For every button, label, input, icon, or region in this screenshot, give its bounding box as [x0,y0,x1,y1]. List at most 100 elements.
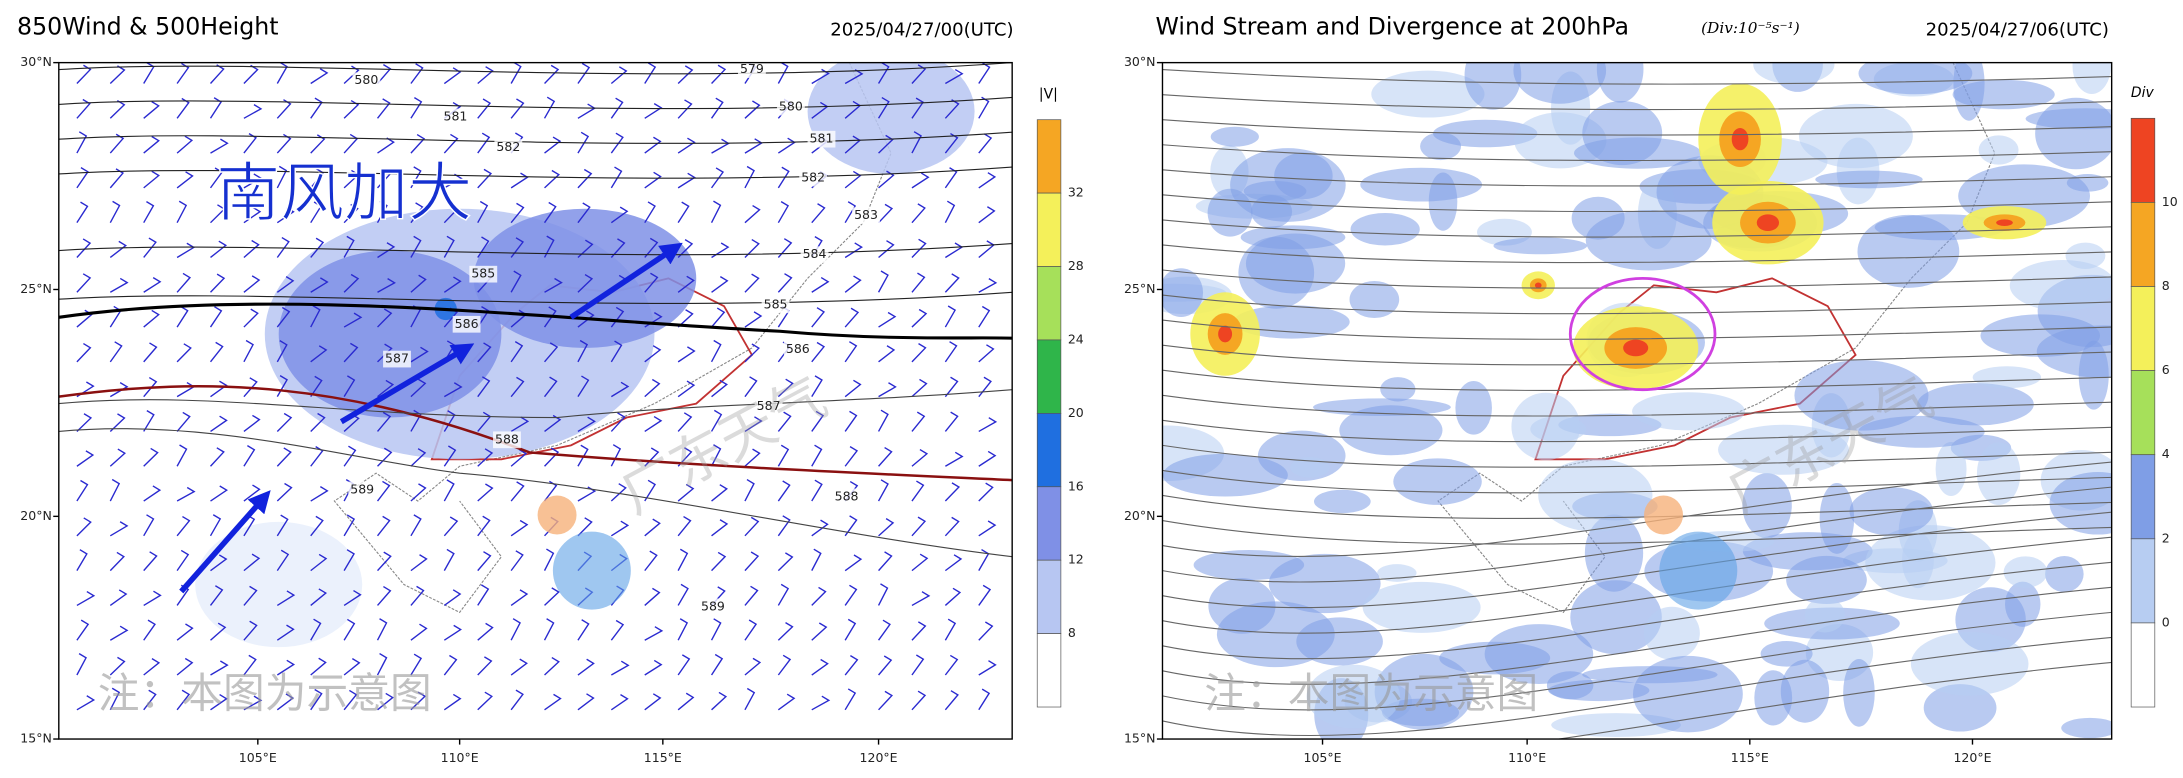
streamline [1162,169,2112,187]
contour-label-bg [776,98,805,116]
colorbar-tick-label: 20 [1068,405,1084,420]
wind-barb [610,238,626,258]
wind-barb [944,376,959,398]
wind-barb [978,450,997,467]
wind-barb [176,689,191,711]
wind-barb [777,238,793,258]
wind-barb [978,305,991,328]
wind-barb [610,694,629,711]
wind-barb [711,307,726,328]
wind-barb [410,133,426,154]
contour-label: 588 [835,488,859,503]
divergence-shade [1439,641,1551,675]
wind-barb [310,345,328,363]
wind-barb [310,412,326,432]
logo-sun [1644,495,1684,535]
wind-barb [410,97,423,119]
wind-barb [176,200,188,224]
wind-barb [544,447,560,467]
wind-barb [410,585,425,606]
wind-barb [978,584,992,606]
wind-barb [978,482,994,502]
divergence-shade [1786,555,1867,604]
wind-barb [143,551,158,572]
divergence-shade [1464,62,1522,110]
map-frame [58,61,1013,740]
wind-barb [376,652,388,676]
streamline [1162,511,2112,609]
wind-barb [443,382,463,398]
wind-barb [143,62,155,84]
colorbar-swatch [1036,266,1062,341]
wind-barb [276,624,295,641]
wind-barb [343,133,359,154]
divergence-shade [1858,62,1973,95]
wind-barb [877,270,889,293]
wind-barb [677,483,695,502]
colorbar-tick-label: 12 [1068,552,1084,567]
wind-barb [176,381,196,398]
wind-barb [343,312,363,328]
wind-barb [711,242,730,259]
wind-barb [644,415,663,433]
wind-barb [610,206,629,224]
wind-barb [978,660,997,676]
wind-barb [477,66,494,85]
divergence-shade [1218,325,1233,343]
colorbar-swatch [1036,339,1062,414]
wind-barb [410,409,422,432]
wind-barb [544,414,562,433]
wind-barb [811,276,830,293]
wind-barb [677,65,694,85]
wind-barb [878,518,895,537]
wind-barb [877,409,889,432]
streamline [1162,144,2112,162]
wind-barb [209,341,224,363]
wind-barb [844,341,858,363]
wind-barb [944,411,959,432]
note: 注：本图为示意图 [1204,668,1538,717]
wind-barb [644,201,656,224]
colorbar-swatch [1036,633,1062,708]
wind-speed-shade [278,250,502,418]
wind-barb [677,515,692,537]
contour-label-bg [493,431,521,449]
contour-label: 581 [810,131,834,146]
wind-barb [510,481,525,502]
wind-barb [276,659,296,676]
wind-barb [811,519,829,537]
wind-barb [377,692,394,711]
wind-barb [577,416,596,433]
wind-barb [978,62,991,84]
wind-barb [711,551,727,572]
wind-barb [577,131,590,154]
wind-barb [343,514,356,537]
wind-barb [410,202,424,224]
wind-barb [644,550,658,572]
wind-barb [577,517,593,537]
wind-barb [677,346,696,363]
wind-barb [209,514,222,537]
divergence-shade [1296,617,1383,666]
colorbar-swatch [1036,119,1062,194]
wind-barb [944,167,958,189]
wind-barb [610,660,630,676]
colorbar-tick-label: 16 [1068,478,1084,493]
wind-barb [944,341,958,363]
wind-barb [243,377,258,398]
divergence-shade [1794,360,1929,431]
streamline [1162,319,2112,340]
colorbar-tick-label: 28 [1068,258,1084,273]
wind-barb [209,585,224,606]
wind-barb [644,659,663,676]
wind-barb [744,138,763,154]
divergence-shade [1972,366,2042,389]
height-contour [58,291,1013,304]
wind-barb [777,137,796,154]
wind-barb [276,412,293,432]
wind-barb [677,412,693,432]
contour-label-bg [441,108,470,126]
wind-barb [477,691,493,711]
wind-barb [744,100,761,119]
wind-barb [143,658,161,676]
